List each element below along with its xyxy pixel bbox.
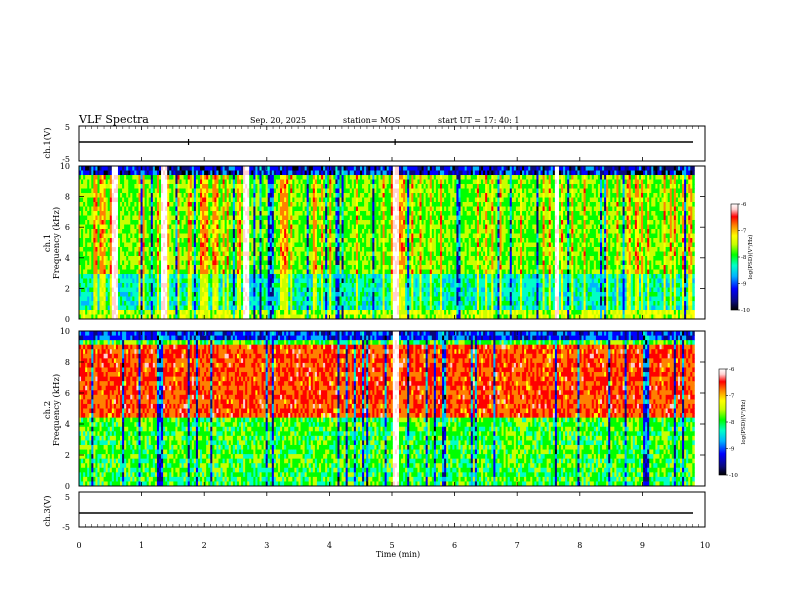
x-tick-label: 10	[700, 541, 710, 550]
x-axis-ticks: 0 1 2 3 4 5 6 7 8 9 10	[76, 126, 710, 550]
ch1-yticks: 0 2 4 6 8 10	[60, 162, 705, 324]
x-tick-label: 3	[264, 541, 269, 550]
ch3-waveform-ylabel: ch.3(V)	[42, 495, 53, 526]
ch1-waveform-frame	[78, 125, 706, 162]
ch2-yticks: 0 2 4 6 8 10	[60, 327, 705, 491]
ch1-ytick-label: 8	[65, 193, 70, 202]
ch2-ytick-label: 8	[65, 358, 70, 367]
ch2-ytick-label: 4	[65, 420, 70, 429]
ch2-ytick-label: 0	[65, 482, 70, 491]
x-tick-label: 5	[389, 541, 394, 550]
x-tick-label: 8	[577, 541, 582, 550]
ch1-ytick-label: 0	[65, 315, 70, 324]
date-label: Sep. 20, 2025	[250, 116, 306, 125]
ch3-ytick-bottom: -5	[62, 523, 70, 532]
ch1-colorbar-tick: -7	[741, 229, 747, 235]
x-tick-label: 2	[202, 541, 207, 550]
ch1-colorbar-tick: -6	[741, 202, 747, 208]
ch2-ytick-label: 10	[60, 327, 70, 336]
station-label: station= MOS	[343, 116, 400, 125]
ch1-colorbar-ticks: -6 -7 -8 -9 -10	[738, 202, 750, 314]
ch1-waveform-ylabel: ch.1(V)	[42, 127, 53, 158]
ch2-colorbar-tick: -7	[729, 394, 735, 400]
ch2-spectrogram-ylabel-frequency: Frequency (kHz)	[51, 374, 62, 446]
ch2-colorbar-ticks: -6 -7 -8 -9 -10	[726, 367, 738, 479]
ch2-ytick-label: 2	[65, 451, 70, 460]
ch1-colorbar-tick: -9	[741, 282, 747, 288]
ch2-colorbar-tick: -8	[729, 420, 735, 426]
ch2-colorbar-tick: -10	[729, 473, 738, 479]
ch2-colorbar-label: log(PSD)(V²/Hz)	[740, 400, 747, 445]
x-tick-label: 6	[452, 541, 457, 550]
ch1-ytick-bottom: -5	[62, 155, 70, 164]
x-tick-label: 7	[515, 541, 520, 550]
x-tick-label: 0	[76, 541, 81, 550]
ch1-ytick-label: 2	[65, 284, 70, 293]
ch3-waveform-frame	[78, 491, 706, 528]
start-time-label: start UT = 17: 40: 1	[438, 116, 519, 125]
ch3-ytick-top: 5	[65, 493, 70, 502]
ch1-spectrogram-panel: 0 2 4 6 8 10 ch.1 Frequency (kHz) -6 -7 -8 -9 -10…	[43, 162, 754, 324]
ch2-spectrogram-panel: 0 2 4 6 8 10 ch.2 Frequency (kHz) -6 -7 -8 -9 -10…	[43, 327, 747, 491]
ch1-colorbar-tick: -10	[741, 308, 750, 314]
x-tick-label: 9	[640, 541, 645, 550]
ch1-spectrogram-ylabel-frequency: Frequency (kHz)	[51, 207, 62, 279]
ch2-spectrogram-image	[79, 331, 705, 487]
ch2-ytick-label: 6	[65, 389, 70, 398]
ch1-colorbar-label: log(PSD)(V²/Hz)	[747, 235, 754, 280]
ch1-ytick-label: 6	[65, 223, 70, 232]
figure-title: VLF Spectra	[78, 113, 149, 126]
ch1-spectrogram-image	[79, 166, 705, 320]
ch2-colorbar-tick: -9	[729, 447, 735, 453]
x-tick-label: 1	[139, 541, 144, 550]
ch1-ytick-top: 5	[65, 123, 70, 132]
ch1-colorbar-tick: -8	[741, 255, 747, 261]
ch2-colorbar-tick: -6	[729, 367, 735, 373]
x-axis-label: Time (min)	[376, 550, 420, 559]
ch1-spikes	[187, 139, 396, 145]
x-tick-label: 4	[327, 541, 332, 550]
ch1-ytick-label: 4	[65, 254, 70, 263]
ch1-ytick-label: 10	[60, 162, 70, 171]
ch2-spectrogram-ylabel-channel: ch.2	[43, 401, 53, 419]
ch1-spectrogram-ylabel-channel: ch.1	[43, 234, 53, 252]
ch2-colorbar	[718, 368, 727, 476]
ch1-colorbar	[730, 203, 739, 311]
